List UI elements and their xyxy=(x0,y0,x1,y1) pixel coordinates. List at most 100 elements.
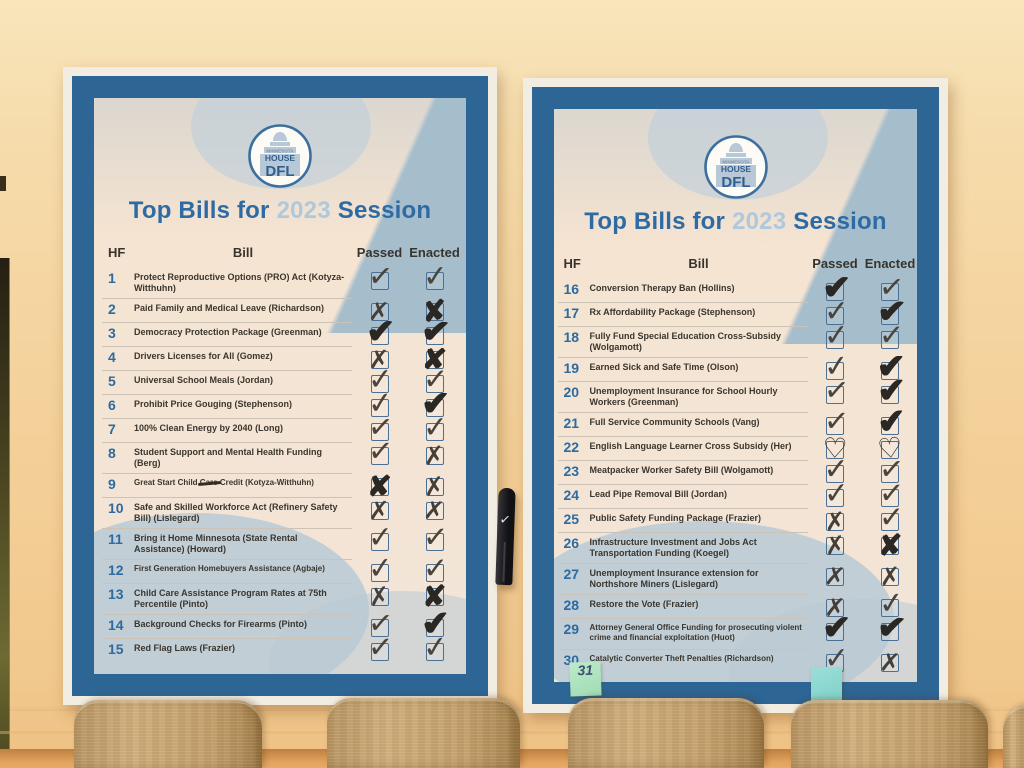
chair-back xyxy=(1003,705,1024,768)
enacted-checkbox xyxy=(425,272,444,290)
mn-house-dfl-logo: MINNESOTA HOUSE DFL xyxy=(703,135,768,199)
hf-number: 21 xyxy=(563,415,580,431)
clothespin-check-icon: ✓ xyxy=(498,511,512,528)
passed-checkbox xyxy=(826,441,844,459)
chair-back xyxy=(327,698,520,768)
left-edge-frame xyxy=(0,258,10,768)
enacted-checkbox-cell: ✔ xyxy=(863,401,918,443)
svg-text:HOUSE: HOUSE xyxy=(265,153,296,163)
svg-text:DFL: DFL xyxy=(721,174,750,191)
enacted-checkbox-cell: ✓ xyxy=(407,629,462,666)
bill-title: Lead Pipe Removal Bill (Jordan) xyxy=(589,489,728,499)
enacted-checkbox-cell: ✘ xyxy=(407,293,462,329)
enacted-checkbox xyxy=(425,643,444,661)
bill-title: Student Support and Mental Health Fundin… xyxy=(134,447,322,468)
passed-checkbox xyxy=(370,399,389,417)
bill-title: Child Care Assistance Program Rates at 7… xyxy=(134,588,327,609)
enacted-checkbox xyxy=(881,465,899,483)
hf-number: 26 xyxy=(563,535,580,551)
enacted-checkbox xyxy=(881,489,899,507)
passed-checkbox xyxy=(370,375,389,393)
bill-title: Catalytic Converter Theft Penalties (Ric… xyxy=(589,654,774,663)
hf-number: 10 xyxy=(108,500,124,516)
passed-checkbox xyxy=(370,564,389,582)
bill-row: 4 Drivers Licenses for All (Gomez) ✗ ✘ xyxy=(98,341,462,377)
hf-number: 25 xyxy=(563,511,580,527)
passed-checkbox xyxy=(826,465,844,483)
passed-checkbox-cell: ✓ xyxy=(352,550,407,587)
sticky-note-31: 31 xyxy=(569,661,602,697)
bill-row: 26 Infrastructure Investment and Jobs Act… xyxy=(554,528,918,563)
svg-text:DFL: DFL xyxy=(265,163,294,180)
bill-list: 1 Protect Reproductive Options (PRO) Act … xyxy=(98,258,462,666)
bill-row: 27 Unemployment Insurance extension for N… xyxy=(554,561,917,594)
enacted-checkbox-cell: ✓ xyxy=(863,318,918,357)
sticky-tab xyxy=(811,667,842,704)
enacted-checkbox-cell: ✓ xyxy=(407,362,462,398)
passed-checkbox-cell: ✓ xyxy=(808,372,863,412)
bill-row: 5 Universal School Meals (Jordan) ✓ ✓ xyxy=(98,362,462,398)
hf-number: 5 xyxy=(108,373,116,389)
chair-back xyxy=(568,698,764,768)
bill-row: 6 Prohibit Price Gouging (Stephenson) ✓ ✔ xyxy=(98,385,462,422)
enacted-checkbox-cell: ✘ xyxy=(863,528,918,563)
enacted-checkbox-cell: ✓ xyxy=(407,520,462,559)
bill-title: Bring it Home Minnesota (State Rental As… xyxy=(134,533,298,554)
enacted-checkbox-cell: ✔ xyxy=(863,350,918,384)
enacted-checkbox-cell: ✓ xyxy=(407,551,462,586)
bill-row: 22 English Language Learner Cross Subsidy… xyxy=(554,431,917,466)
svg-text:MINNESOTA: MINNESOTA xyxy=(266,149,294,154)
enacted-checkbox xyxy=(425,447,444,465)
column-header-passed: Passed xyxy=(356,245,403,260)
bill-title: Safe and Skilled Workforce Act (Refinery… xyxy=(134,502,338,523)
enacted-checkbox xyxy=(425,533,444,551)
bill-title: Rx Affordability Package (Stephenson) xyxy=(589,307,756,317)
chair-back xyxy=(74,700,262,768)
bill-title: Earned Sick and Safe Time (Olson) xyxy=(589,362,739,372)
enacted-checkbox-cell: ✓ xyxy=(407,259,462,298)
bill-title: English Language Learner Cross Subsidy (… xyxy=(589,441,792,451)
bill-title: Background Checks for Firearms (Pinto) xyxy=(134,619,308,629)
enacted-checkbox xyxy=(425,478,444,496)
enacted-checkbox xyxy=(881,331,899,349)
bill-title: First Generation Homebuyers Assistance (… xyxy=(134,564,325,573)
passed-checkbox-cell: ✗ xyxy=(808,506,863,536)
enacted-checkbox-cell: ✗ xyxy=(407,440,462,473)
bill-title: Great Start Child Care Credit (Kotyza-Wi… xyxy=(134,478,314,487)
bill-title: Unemployment Insurance extension for Nor… xyxy=(589,568,759,589)
hf-number: 29 xyxy=(563,621,580,637)
passed-checkbox-cell: ♡ xyxy=(808,431,863,465)
enacted-checkbox-cell: ✔ xyxy=(863,370,918,412)
bill-row: 18 Fully Fund Special Education Cross-Sub… xyxy=(554,318,918,357)
column-header-bill: Bill xyxy=(232,245,254,260)
bill-title: Attorney General Office Funding for pros… xyxy=(589,623,802,642)
bill-row: 14 Background Checks for Firearms (Pinto)… xyxy=(98,603,462,644)
column-header-hf: HF xyxy=(108,245,126,260)
bill-title: Prohibit Price Gouging (Stephenson) xyxy=(134,399,293,409)
bill-row: 13 Child Care Assistance Program Rates at… xyxy=(98,579,462,614)
passed-checkbox-cell: ✗ xyxy=(352,345,407,374)
hf-number: 16 xyxy=(563,281,580,297)
title-prefix: Top Bills for xyxy=(128,197,270,224)
column-header-enacted: Enacted xyxy=(409,245,460,260)
enacted-checkbox-cell: ✔ xyxy=(863,291,918,333)
enacted-checkbox xyxy=(881,441,899,459)
poster-title: Top Bills for 2023 Session xyxy=(98,197,462,225)
bill-row: 10 Safe and Skilled Workforce Act (Refine… xyxy=(98,495,462,528)
hf-number: 4 xyxy=(108,349,116,365)
hf-number: 23 xyxy=(563,463,580,479)
column-header-bill: Bill xyxy=(688,256,709,271)
poster-top-bills-left: MINNESOTA HOUSE DFL Top Bills for 2023 S… xyxy=(63,67,497,705)
passed-checkbox xyxy=(370,588,389,606)
column-header-hf: HF xyxy=(563,256,581,271)
passed-checkbox-cell: ✓ xyxy=(352,605,407,642)
passed-checkbox-cell: ✓ xyxy=(352,258,407,298)
title-year: 2023 xyxy=(732,208,787,235)
bill-row: 24 Lead Pipe Removal Bill (Jordan) ✓ ✓ xyxy=(554,476,917,512)
passed-checkbox xyxy=(826,307,844,325)
passed-checkbox xyxy=(370,303,389,321)
bill-row: 2 Paid Family and Medical Leave (Richards… xyxy=(98,293,462,329)
capitol-dome-icon: MINNESOTA HOUSE DFL xyxy=(248,124,312,188)
enacted-checkbox-cell: ✘ xyxy=(407,341,462,377)
passed-checkbox xyxy=(370,533,389,551)
